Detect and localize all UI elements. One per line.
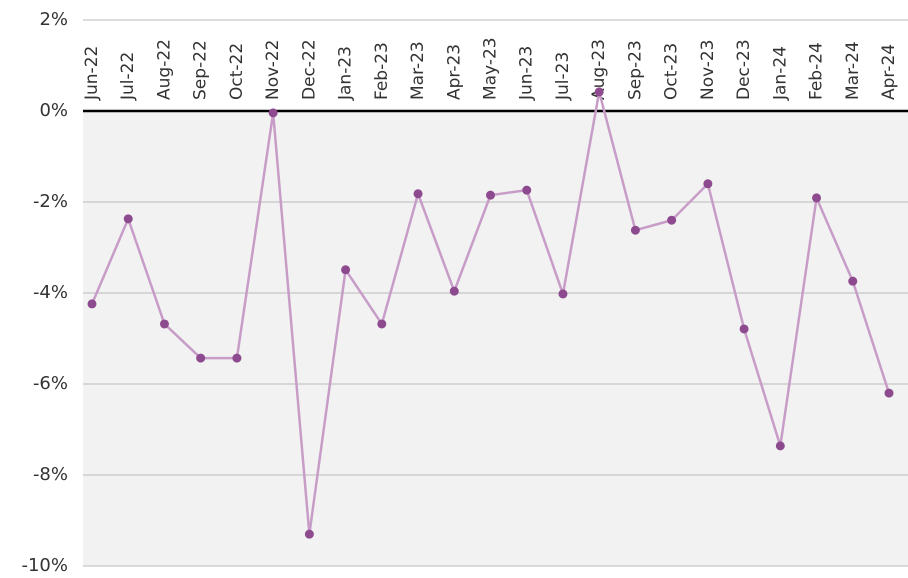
x-tick-label: Mar-24 [843,41,863,100]
x-tick-label: Dec-23 [734,39,754,100]
point [703,179,713,189]
y-tick-label: -2% [33,191,68,212]
point [268,108,278,118]
point [812,193,822,203]
y-tick-label: -6% [33,373,68,394]
point [232,353,242,363]
point [87,299,97,309]
x-tick-label: Oct-23 [662,43,682,100]
x-tick-label: Jul-22 [118,52,138,101]
x-tick-label: Aug-22 [154,39,174,100]
x-tick-label: Apr-24 [879,44,899,100]
x-tick-label: Nov-23 [698,40,718,101]
x-tick-label: Mar-23 [408,41,428,100]
x-tick-label: Sep-23 [625,40,645,100]
x-tick-label: Nov-22 [263,40,283,101]
point [848,276,858,286]
x-tick-label: May-23 [481,37,501,100]
point [775,441,785,451]
point [159,319,169,329]
point [522,185,532,195]
y-tick-label: -8% [33,464,68,485]
x-tick-label: Jan-24 [770,46,790,101]
x-tick-label: Feb-24 [807,42,827,100]
point [123,214,133,224]
x-tick-label: Jun-22 [82,46,102,101]
x-tick-label: Jun-23 [517,46,537,101]
y-tick-label: -10% [21,555,68,574]
point [413,189,423,199]
point [304,529,314,539]
x-tick-label: Jul-23 [553,52,573,101]
x-tick-label: Aug-23 [589,39,609,100]
y-tick-label: -4% [33,282,68,303]
x-tick-label: Sep-22 [191,40,211,100]
x-tick-label: Jan-23 [336,46,356,101]
y-tick-label: 2% [39,9,68,30]
point [739,324,749,334]
point [630,225,640,235]
x-tick-label: Feb-23 [372,42,392,100]
plot-background [83,111,908,566]
point [558,289,568,299]
x-tick-label: Oct-22 [227,43,247,100]
point [377,319,387,329]
point [667,215,677,225]
x-tick-label: Dec-22 [299,39,319,100]
point [341,265,351,275]
point [196,353,206,363]
x-tick-label: Apr-23 [444,44,464,100]
point [594,87,604,97]
point [449,286,459,296]
y-tick-label: 0% [39,100,68,121]
point [486,190,495,200]
point [884,388,894,398]
